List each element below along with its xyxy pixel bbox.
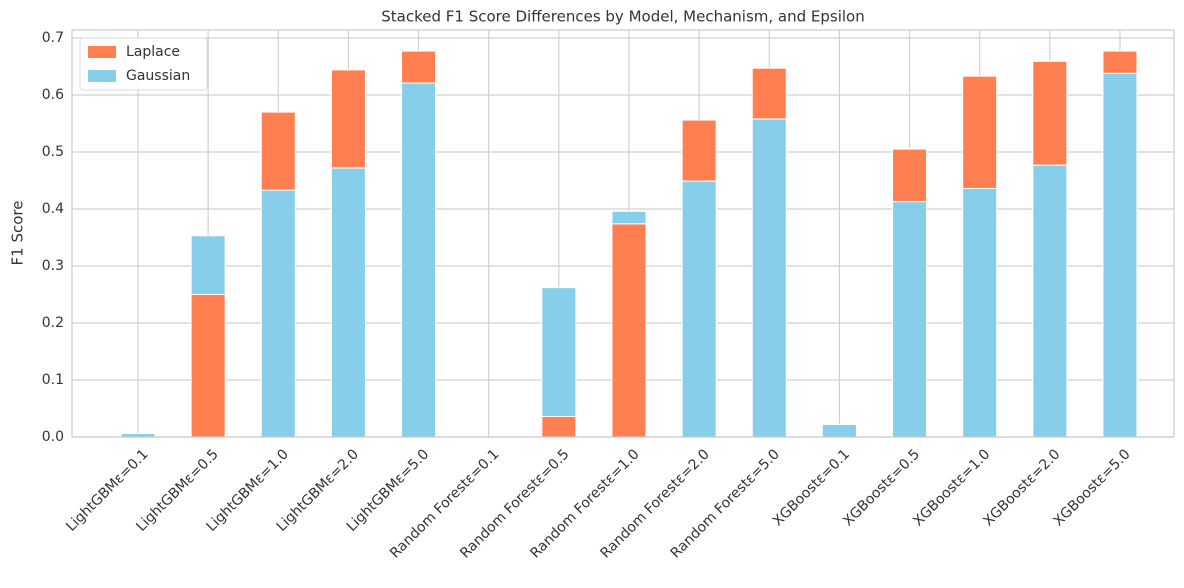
bar-segment xyxy=(190,293,226,438)
x-tick-label: XGBoostε=5.0 xyxy=(1051,446,1134,529)
bar-segment xyxy=(611,223,647,438)
y-tick-label: 0.4 xyxy=(42,201,64,217)
y-tick-label: 0.1 xyxy=(42,372,64,388)
bar-segment xyxy=(330,167,366,438)
bar-segment xyxy=(1102,50,1138,74)
y-tick-label: 0.6 xyxy=(42,87,64,103)
legend-swatch xyxy=(88,70,116,82)
y-tick-label: 0.0 xyxy=(42,429,64,445)
plot-frame xyxy=(71,29,1175,438)
legend: Laplace Gaussian xyxy=(79,37,208,91)
y-tick-label: 0.2 xyxy=(42,315,64,331)
bar-segment xyxy=(190,235,226,295)
bar-segment xyxy=(892,201,928,438)
bar-segment xyxy=(962,187,998,438)
bar-segment xyxy=(751,67,787,120)
bar-segment xyxy=(962,75,998,189)
bar-segment xyxy=(611,210,647,225)
bar-segment xyxy=(681,119,717,182)
bar-segment xyxy=(260,111,296,191)
bar-segment xyxy=(541,415,577,438)
y-tick-label: 0.5 xyxy=(42,144,64,160)
y-axis-label: F1 Score xyxy=(9,201,27,266)
legend-swatch xyxy=(88,46,116,58)
bar-segment xyxy=(1032,164,1068,438)
chart-title: Stacked F1 Score Differences by Model, M… xyxy=(381,8,864,26)
y-tick-label: 0.3 xyxy=(42,258,64,274)
bar-segment xyxy=(401,50,437,84)
bar-segment xyxy=(541,287,577,417)
bar-segment xyxy=(751,118,787,438)
legend-label: Gaussian xyxy=(126,68,190,84)
bar-segment xyxy=(821,423,857,438)
y-tick-label: 0.7 xyxy=(42,30,64,46)
bar-segment xyxy=(1032,60,1068,166)
bar-segment xyxy=(260,189,296,438)
bar-segment xyxy=(401,82,437,438)
bar-segment xyxy=(681,180,717,438)
bar-segment xyxy=(330,69,366,169)
legend-label: Laplace xyxy=(126,44,180,60)
bar-segment xyxy=(1102,72,1138,438)
bar-segment xyxy=(892,148,928,203)
